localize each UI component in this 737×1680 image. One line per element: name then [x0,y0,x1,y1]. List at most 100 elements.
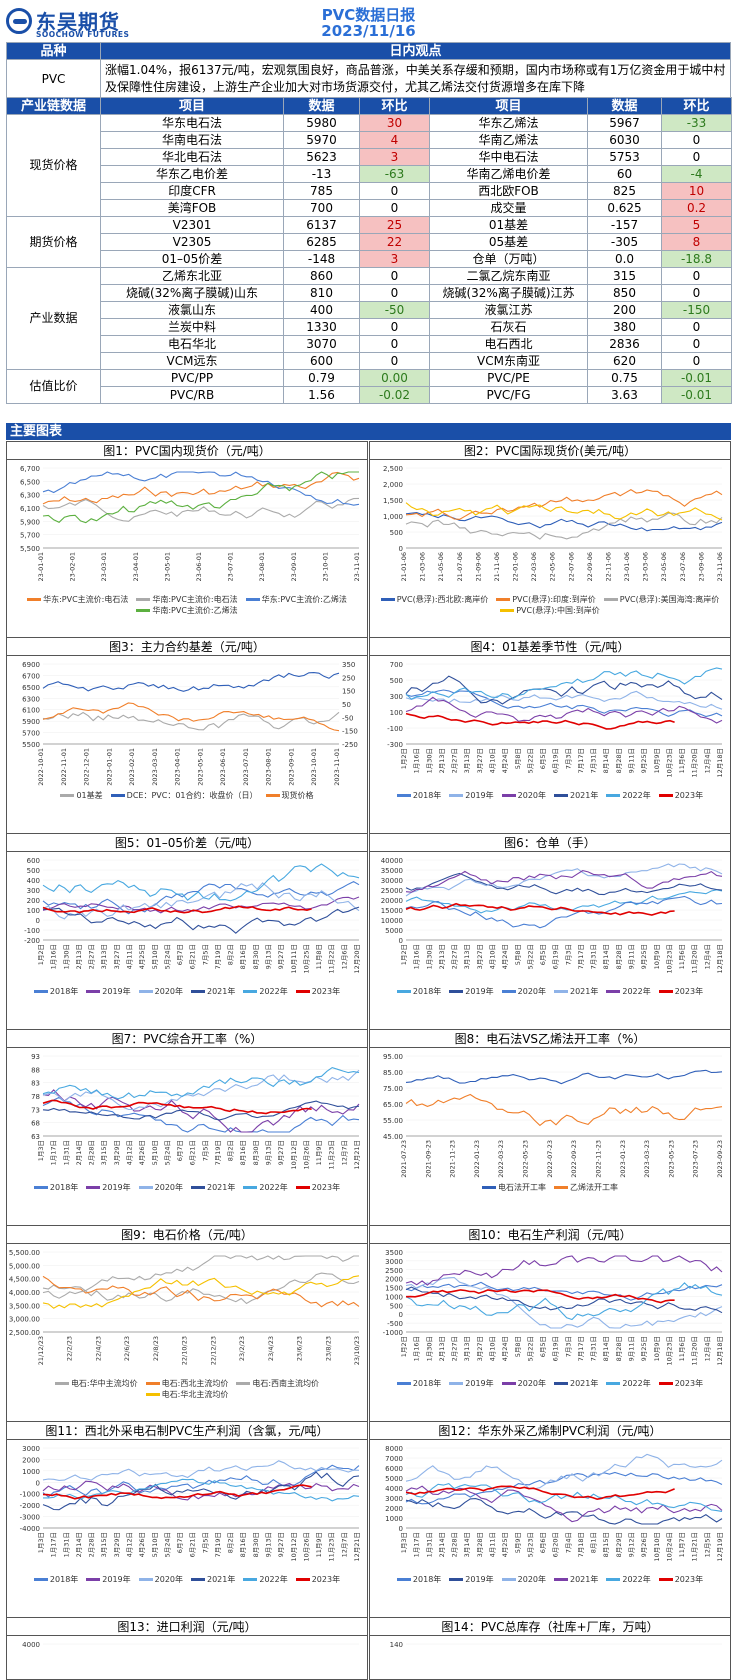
x-tick-label: 8月2日 [227,1140,235,1161]
x-tick-label: 1月2日 [37,944,45,965]
chart-title: 图4：01基差季节性（元/吨） [370,638,730,656]
chart-title: 图10：电石生产利润（元/吨） [370,1226,730,1244]
y-tick-label: 6,700 [20,465,40,473]
item-value: 5967 [587,114,662,132]
item-change: 0.00 [359,369,430,387]
legend-swatch-icon [27,598,42,601]
legend-label: 2018年 [49,1575,79,1584]
x-tick-label: 23/6/23 [296,1336,304,1361]
series-line [405,1255,723,1286]
item-change: 0 [661,318,732,336]
item-change: 0 [661,335,732,353]
legend-swatch-icon [145,1393,160,1396]
x-tick-label: 12月5日 [703,1532,711,1557]
table-header-6: 环比 [661,97,732,115]
item-change: -18.8 [661,250,732,268]
legend-label: 2022年 [622,791,651,800]
item-name: 烧碱(32%离子膜碱)山东 [100,284,284,302]
series-line [405,1282,723,1321]
x-tick-label: 23-10-01 [321,552,329,582]
x-tick-label: 9月25日 [640,944,648,969]
x-tick-label: 5月24日 [163,1532,171,1557]
legend-swatch-icon [86,990,101,993]
x-tick-label: 2023-07-01 [242,748,250,786]
x-tick-label: 7月4日 [564,1532,572,1553]
series-line [405,1276,723,1329]
x-tick-label: 21-03-06 [419,552,427,582]
x-tick-label: 10月26日 [302,1140,310,1170]
x-tick-label: 22/4/23 [94,1336,102,1361]
legend-swatch-icon [554,1186,568,1189]
y-tick-label: 65.00 [383,1101,403,1109]
y-tick-label: -300 [387,741,403,749]
y-tick-label: 3000 [385,1258,403,1266]
summary-col-view: 日内观点 [100,42,731,60]
x-tick-label: 3月27日 [476,748,484,773]
chart-title: 图6：仓单（手） [370,834,730,852]
legend-entry: 2021年 [191,986,235,997]
table-row: 烧碱(32%离子膜碱)山东 810 0 烧碱(32%离子膜碱)江苏 850 0 [7,284,732,302]
item-name: 兰炭中料 [100,318,284,336]
x-tick-label: 8月1日 [590,1532,598,1553]
legend-label: PVC(悬浮):中国:到岸价 [516,606,600,615]
legend-label: 2023年 [674,987,704,996]
item-change: 4 [359,131,430,149]
y-tick-label: -1000 [20,1491,40,1499]
x-tick-label: 8月28日 [615,1336,623,1361]
x-tick-label: 23/8/23 [324,1336,332,1361]
x-tick-label: 10月12日 [290,1532,298,1562]
x-tick-label: 5月10日 [151,1532,159,1557]
x-tick-label: 23-01-01 [37,552,45,582]
legend-entry: 2018年 [33,1574,79,1585]
legend-label: 2020年 [154,1575,183,1584]
x-tick-label: 9月25日 [640,1336,648,1361]
y-tick-label: 1000 [385,1515,403,1523]
series-line [405,512,723,540]
table-header-1: 项目 [100,97,284,115]
x-tick-label: 11月20日 [691,1336,699,1366]
x-tick-label: 3月13日 [100,944,108,969]
legend-label: 电石:西北主流均价 [161,1379,229,1388]
chart-title: 图12：华东外采乙烯制PVC利润（元/吨） [370,1422,730,1440]
x-tick-label: 12月4日 [703,944,711,969]
y-tick-label: 500 [27,867,40,875]
y-tick-label: 4,000.00 [9,1289,40,1297]
y-tick-label: 5000 [385,1475,403,1483]
y-tick-label: -100 [387,725,403,733]
legend-entry: 2020年 [501,1378,546,1389]
x-tick-label: 1月31日 [425,1532,433,1557]
x-tick-label: 23-09-01 [290,552,298,582]
x-tick-label: 3月13日 [463,748,471,773]
legend-label: 2022年 [622,1575,651,1584]
x-tick-label: 7月31日 [590,944,598,969]
x-tick-label: 12月7日 [340,1140,348,1165]
item-change: 0 [359,199,430,217]
y-tick-label: 0 [399,1311,403,1319]
x-tick-label: 1月31日 [62,1140,70,1165]
y-tick-label: 3500 [385,1249,403,1257]
series-line [42,1255,359,1299]
y-tick-label: 2000 [22,1456,40,1464]
x-tick-label: 5月9日 [514,1532,522,1553]
legend-label: PVC(悬浮):美国海湾:离岸价 [619,595,720,604]
legend-label: 华东:PVC主流价:乙烯法 [261,595,347,604]
x-tick-label: 9月25日 [640,748,648,773]
x-tick-label: 5月22日 [526,748,534,773]
x-tick-label: 7月3日 [564,748,572,769]
item-value: 5980 [283,114,360,132]
chart-legend: 2018年 2019年 2020年 2021年 2022年 2023年 [7,986,367,997]
x-tick-label: 10月10日 [653,1532,661,1562]
x-tick-label: 1月2日 [400,944,408,965]
table-row: 产业数据 乙烯东北亚 860 0 二氯乙烷东南亚 315 0 [6,267,732,370]
legend-swatch-icon [243,990,258,993]
y-tick-label: 100 [390,709,403,717]
summary-col-product: 品种 [6,42,101,60]
x-tick-label: 1月16日 [413,748,421,773]
legend-entry: PVC(悬浮):印度:到岸价 [496,594,596,605]
series-line [405,675,723,705]
legend-swatch-icon [554,1382,568,1385]
x-tick-label: 6月21日 [189,1140,197,1165]
y-tick-label: 30000 [381,877,403,885]
series-line [405,870,723,893]
